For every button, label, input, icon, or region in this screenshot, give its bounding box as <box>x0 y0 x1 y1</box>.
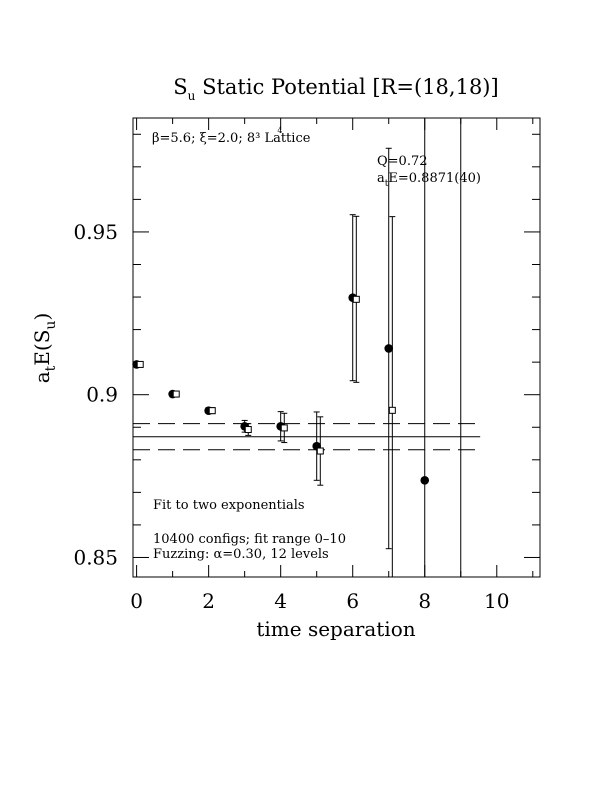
y-tick-label: 0.95 <box>73 220 118 244</box>
x-tick-label: 6 <box>346 589 359 613</box>
data-point-open <box>316 447 324 455</box>
fit-band <box>133 423 481 451</box>
x-tick-label: 0 <box>130 589 143 613</box>
x-axis-label: time separation <box>256 617 415 641</box>
annotation-configs: 10400 configs; fit range 0–10 <box>153 532 346 547</box>
plot-border <box>132 117 541 578</box>
data-point-open <box>280 424 288 432</box>
data-point-open <box>172 390 180 398</box>
y-tick-label: 0.9 <box>86 383 118 407</box>
y-tick-label: 0.85 <box>73 545 118 569</box>
x-tick-label: 4 <box>274 589 287 613</box>
data-point-filled <box>384 344 394 353</box>
x-tick-label: 2 <box>202 589 215 613</box>
data-point-filled <box>420 476 430 485</box>
chart-title: Su Static Potential [R=(18,18)] <box>173 75 498 103</box>
data-point-open <box>208 407 216 415</box>
annotation-fit: Fit to two exponentials <box>153 498 305 513</box>
annotation-fuzzing: Fuzzing: α=0.30, 12 levels <box>153 547 329 562</box>
data-point-open <box>136 360 144 368</box>
x-tick-label: 8 <box>418 589 431 613</box>
annotation-q: Q=0.72 <box>377 154 428 169</box>
y-axis-ticks: 0.85 0.9 0.95 <box>73 133 540 569</box>
y-axis-label: atE(Su) <box>30 313 59 384</box>
data-markers <box>132 293 430 485</box>
data-point-open <box>244 426 252 434</box>
data-point-open <box>352 295 360 303</box>
annotation-lattice: β=5.6; ξ=2.0; 8³ Lattice4 <box>152 126 311 146</box>
data-point-open <box>388 406 396 414</box>
plot-frame <box>132 117 541 578</box>
annotation-energy: atE=0.8871(40) <box>377 171 481 189</box>
x-axis-ticks: 0 2 4 6 8 10 <box>130 118 534 613</box>
x-tick-label: 10 <box>484 589 509 613</box>
